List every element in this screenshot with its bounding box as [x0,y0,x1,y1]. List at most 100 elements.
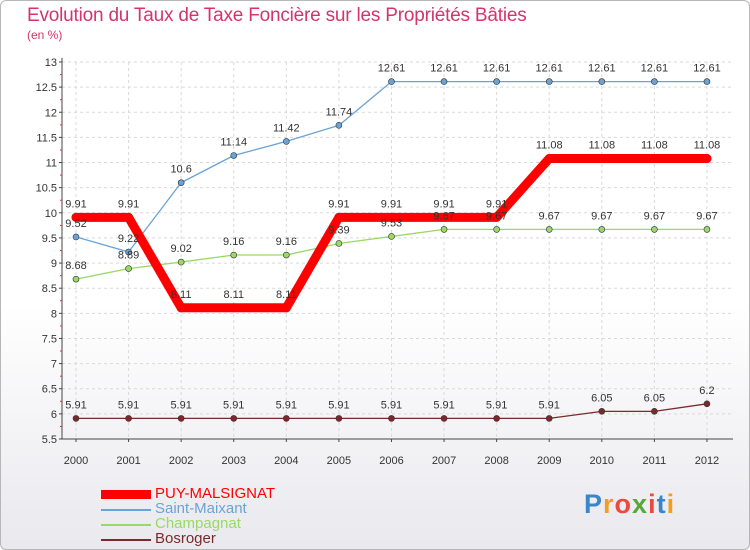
logo-letter: i [666,489,676,519]
data-label: 5.91 [381,399,402,411]
data-label: 5.91 [539,399,560,411]
data-point [283,415,290,422]
y-tick-label: 12 [45,107,57,119]
data-point [388,78,395,85]
data-label: 5.91 [223,399,244,411]
x-tick-label: 2003 [221,455,245,467]
data-point [125,248,132,256]
x-tick-label: 2011 [643,455,667,467]
data-point [492,212,502,222]
data-point [439,212,449,222]
data-label: 8.89 [118,250,139,262]
data-label: 12.61 [483,63,511,75]
data-label: 9.91 [433,198,454,210]
x-tick-label: 2008 [484,455,508,467]
data-point [125,415,132,422]
x-tick-label: 2006 [379,455,403,467]
data-label: 11.08 [536,140,563,152]
data-point [72,233,80,241]
y-tick-label: 13 [45,57,57,69]
data-label: 9.67 [591,210,612,222]
data-point [545,415,553,422]
data-point [598,408,606,415]
x-tick-label: 2007 [432,455,456,467]
y-tick-label: 11 [46,158,57,170]
data-label: 9.16 [276,236,297,248]
data-point [71,212,81,222]
data-point [335,240,343,247]
data-point [544,154,554,164]
data-point [597,154,607,164]
data-label: 11.08 [694,140,721,152]
data-point [176,303,186,313]
data-point [230,415,238,422]
data-label: 12.61 [378,63,406,75]
data-point [493,78,500,85]
data-point [177,415,185,422]
y-tick-label: 7.5 [42,333,57,345]
legend-label: Bosroger [155,530,216,547]
data-point [72,415,80,422]
data-label: 5.91 [433,399,454,411]
x-tick-label: 2002 [169,455,193,467]
data-label: 9.39 [328,224,349,236]
data-point [124,212,134,222]
legend-label: Champagnat [155,515,241,532]
data-label: 5.91 [328,399,349,411]
data-point [72,275,80,283]
data-point [651,226,658,233]
data-label: 9.67 [539,210,560,222]
data-point [598,78,606,85]
data-label: 9.02 [170,243,191,255]
data-point [545,226,553,233]
data-point [440,415,448,422]
data-label: 9.16 [223,236,244,248]
logo-letter: r [603,489,615,519]
data-point [281,303,291,313]
data-label: 5.91 [276,399,297,411]
data-point [649,154,659,164]
x-tick-label: 2012 [695,455,719,467]
data-point [493,226,500,233]
data-point [334,212,344,222]
y-tick-label: 9 [51,258,57,270]
data-label: 10.6 [170,164,191,176]
y-tick-label: 10.5 [36,183,57,195]
y-tick-label: 8.5 [42,283,57,295]
chart-unit: (en %) [27,28,63,42]
data-label: 6.2 [699,385,714,397]
data-label: 9.91 [118,198,139,210]
x-tick-label: 2010 [590,455,614,467]
data-point [651,408,658,415]
logo-letter: o [614,489,633,519]
data-point [440,226,448,233]
legend-swatch [101,490,151,499]
y-tick-label: 11.5 [36,132,57,144]
data-label: 11.08 [641,140,668,152]
logo-letter: t [656,489,667,519]
y-tick-label: 12.5 [36,82,57,94]
data-point [386,212,396,222]
data-label: 9.67 [433,210,454,222]
data-label: 11.42 [273,122,300,134]
data-point [177,258,185,266]
data-label: 9.52 [65,218,86,230]
data-point [283,138,290,145]
data-point [703,400,711,408]
x-tick-label: 2001 [116,455,140,467]
data-point [651,78,658,85]
data-point [335,415,343,422]
data-point [702,154,712,164]
data-label: 12.61 [535,63,563,75]
data-label: 9.67 [644,210,665,222]
logo-letter: i [648,489,657,519]
x-tick-label: 2009 [537,455,561,467]
data-label: 9.22 [118,233,139,245]
data-label: 11.74 [326,106,353,118]
data-label: 12.61 [641,63,669,75]
data-point [177,179,185,186]
x-tick-label: 2005 [327,455,351,467]
y-tick-label: 6 [51,409,57,421]
